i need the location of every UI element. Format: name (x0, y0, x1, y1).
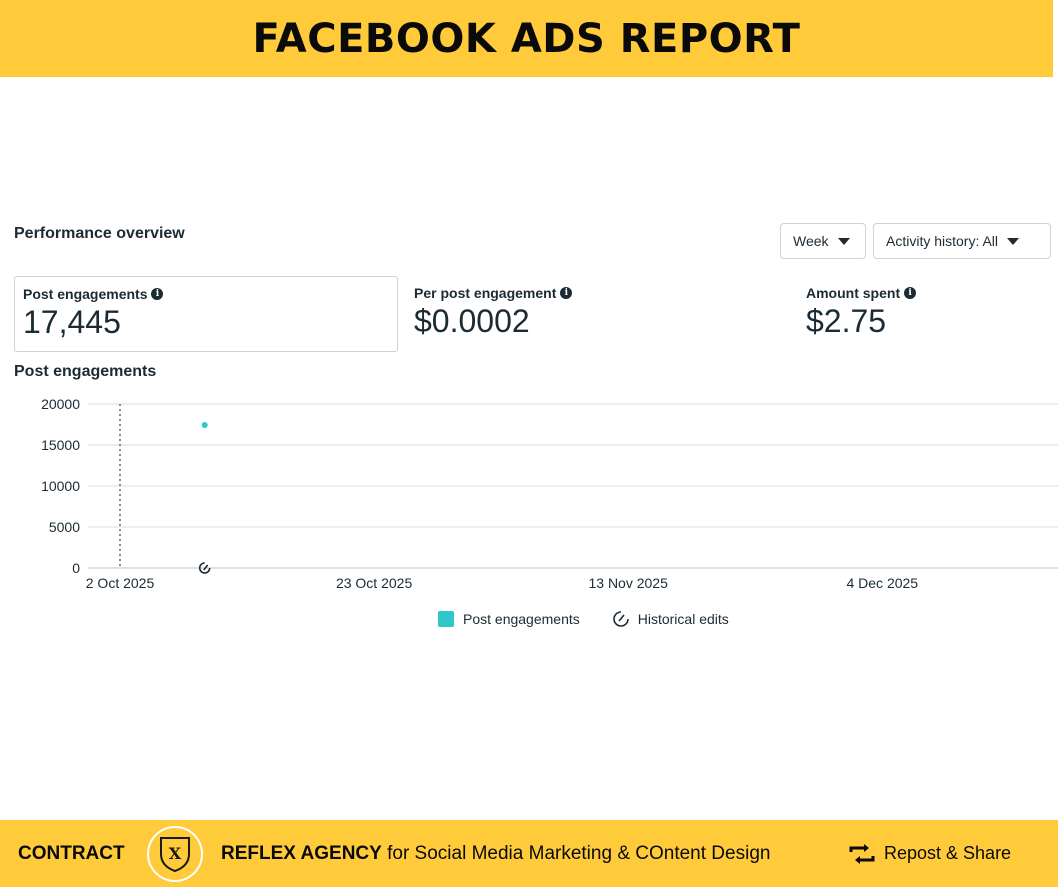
shield-logo-icon: X (160, 837, 190, 873)
y-tick-label: 5000 (49, 519, 80, 535)
agency-name: REFLEX AGENCY (221, 842, 382, 864)
logo-letter: X (169, 844, 182, 863)
agency-text: REFLEX AGENCY for Social Media Marketing… (221, 843, 770, 865)
info-icon[interactable]: i (560, 287, 573, 299)
data-point (201, 421, 208, 428)
report-title: FACEBOOK ADS REPORT (252, 15, 801, 62)
x-tick-label: 2 Oct 2025 (86, 575, 155, 591)
agency-tagline: for Social Media Marketing & COntent Des… (381, 842, 771, 864)
week-dropdown-label: Week (793, 233, 829, 249)
chart-title: Post engagements (14, 363, 157, 380)
metric-label: Amount spent (806, 285, 901, 301)
caret-down-icon (1007, 237, 1020, 245)
week-dropdown[interactable]: Week (780, 223, 866, 259)
footer-band: CONTRACT X REFLEX AGENCY for Social Medi… (0, 820, 1058, 887)
chart-legend: Post engagements Historical edits (438, 610, 729, 628)
info-icon[interactable]: i (904, 287, 917, 299)
y-tick-label: 20000 (41, 396, 80, 412)
caret-down-icon (837, 237, 850, 245)
metric-value: $2.75 (806, 303, 887, 339)
legend-item-historical-edits[interactable]: Historical edits (580, 610, 729, 628)
metric-post-engagements[interactable]: Post engagements i 17,445 (14, 276, 398, 352)
repost-share-button[interactable]: Repost & Share (848, 843, 1011, 865)
y-tick-label: 15000 (41, 437, 80, 453)
historical-edit-marker (198, 562, 211, 574)
activity-dropdown-label: Activity history: All (886, 233, 999, 249)
metric-label: Per post engagement (414, 285, 557, 301)
y-tick-label: 10000 (41, 478, 80, 494)
info-icon[interactable]: i (151, 288, 164, 300)
legend-item-post-engagements[interactable]: Post engagements (438, 611, 580, 627)
metric-label: Post engagements (23, 286, 148, 302)
metric-per-post-engagement[interactable]: Per post engagement i $0.0002 (406, 276, 786, 352)
metric-value: $0.0002 (414, 303, 530, 339)
activity-history-dropdown[interactable]: Activity history: All (873, 223, 1051, 259)
historical-edit-icon (612, 611, 629, 627)
legend-label: Post engagements (463, 611, 580, 627)
repost-icon (849, 843, 875, 864)
post-engagements-chart: 0 5000 10000 15000 20000 2 Oct 2025 23 Oct 202… (41, 396, 1058, 591)
repost-label: Repost & Share (884, 843, 1012, 863)
legend-label: Historical edits (637, 611, 729, 627)
x-tick-label: 4 Dec 2025 (846, 575, 918, 591)
performance-overview-title: Performance overview (14, 225, 185, 242)
x-tick-label: 23 Oct 2025 (336, 575, 412, 591)
y-tick-label: 0 (72, 560, 80, 576)
metric-value: 17,445 (23, 304, 121, 340)
header-band: FACEBOOK ADS REPORT (0, 0, 1053, 77)
agency-logo: X (147, 826, 203, 882)
legend-swatch (438, 611, 454, 627)
x-tick-label: 13 Nov 2025 (588, 575, 668, 591)
metric-amount-spent[interactable]: Amount spent i $2.75 (798, 276, 1048, 352)
contract-label: CONTRACT (18, 842, 125, 864)
